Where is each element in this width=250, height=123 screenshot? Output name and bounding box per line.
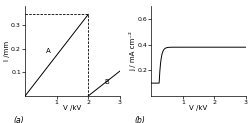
Text: (a): (a) xyxy=(14,116,24,123)
Y-axis label: l /mm: l /mm xyxy=(4,41,10,61)
Y-axis label: j / mA cm⁻²: j / mA cm⁻² xyxy=(128,31,135,71)
X-axis label: V /kV: V /kV xyxy=(189,105,207,111)
Text: A: A xyxy=(46,48,51,54)
X-axis label: V /kV: V /kV xyxy=(63,105,81,111)
Text: B: B xyxy=(104,79,109,85)
Text: (b): (b) xyxy=(134,116,144,123)
